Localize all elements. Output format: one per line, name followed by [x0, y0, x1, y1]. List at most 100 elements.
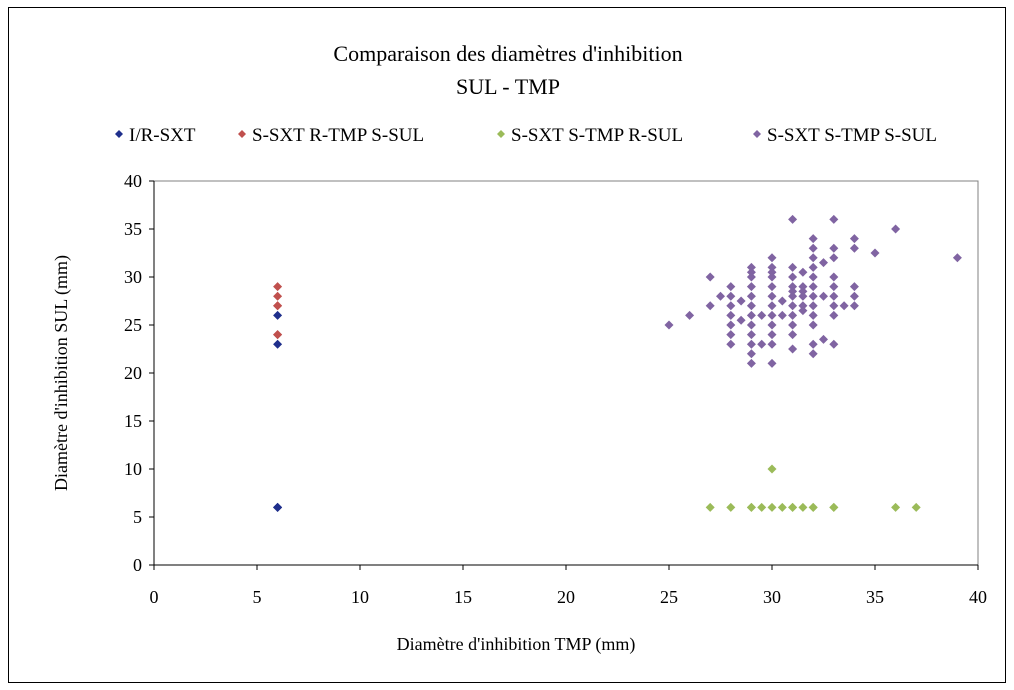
data-point-4	[767, 330, 777, 340]
data-point-4	[788, 301, 798, 311]
data-point-4	[849, 282, 859, 292]
data-point-4	[808, 301, 818, 311]
data-point-4	[726, 320, 736, 330]
data-point-4	[798, 306, 808, 316]
data-point-4	[849, 291, 859, 301]
data-point-4	[808, 310, 818, 320]
data-point-4	[746, 282, 756, 292]
legend-label-3: S-SXT S-TMP R-SUL	[511, 125, 683, 146]
data-point-4	[798, 291, 808, 301]
y-tick-label: 40	[124, 171, 142, 191]
data-point-4	[788, 330, 798, 340]
data-point-4	[746, 267, 756, 277]
y-tick-label: 20	[124, 363, 142, 383]
data-point-4	[767, 291, 777, 301]
legend-label-2: S-SXT R-TMP S-SUL	[252, 125, 424, 146]
data-point-2	[273, 282, 283, 292]
y-tick-label: 10	[124, 459, 142, 479]
data-point-3	[777, 502, 787, 512]
data-point-2	[273, 330, 283, 340]
data-point-4	[777, 296, 787, 306]
data-point-4	[829, 243, 839, 253]
data-point-4	[736, 315, 746, 325]
data-point-4	[746, 272, 756, 282]
axis-ticks: 0 5 10 15 20 25 30 35 40 0 5 10 15 20 25 30 35 40	[124, 171, 987, 607]
data-point-4	[808, 320, 818, 330]
data-point-4	[746, 358, 756, 368]
legend-label-4: S-SXT S-TMP S-SUL	[767, 125, 937, 146]
data-point-4	[798, 267, 808, 277]
data-point-4	[788, 214, 798, 224]
data-point-4	[757, 339, 767, 349]
y-tick-label: 25	[124, 315, 142, 335]
x-tick-label: 10	[351, 587, 369, 607]
data-point-4	[757, 310, 767, 320]
x-tick-label: 25	[660, 587, 678, 607]
data-point-4	[808, 282, 818, 292]
y-axis-title: Diamètre d'inhibition SUL (mm)	[51, 255, 72, 491]
data-point-4	[788, 320, 798, 330]
data-point-4	[952, 253, 962, 263]
data-point-4	[808, 349, 818, 359]
data-point-3	[757, 502, 767, 512]
legend-label-1: I/R-SXT	[129, 125, 196, 146]
data-point-3	[767, 464, 777, 474]
data-point-4	[726, 339, 736, 349]
x-tick-label: 30	[763, 587, 781, 607]
x-tick-label: 5	[253, 587, 262, 607]
data-point-4	[849, 243, 859, 253]
legend-marker-2	[238, 130, 246, 138]
data-point-4	[808, 243, 818, 253]
data-point-4	[746, 349, 756, 359]
data-point-4	[808, 262, 818, 272]
data-point-3	[829, 502, 839, 512]
data-point-4	[726, 310, 736, 320]
data-point-4	[829, 253, 839, 263]
data-point-4	[767, 253, 777, 263]
data-point-1	[273, 502, 283, 512]
data-point-4	[746, 310, 756, 320]
data-point-3	[705, 502, 715, 512]
data-point-4	[746, 320, 756, 330]
data-point-3	[798, 502, 808, 512]
data-point-4	[870, 248, 880, 258]
legend-marker-1	[115, 130, 123, 138]
x-tick-label: 15	[454, 587, 472, 607]
data-point-4	[746, 330, 756, 340]
data-point-3	[808, 502, 818, 512]
data-point-4	[808, 253, 818, 263]
data-point-4	[798, 301, 808, 311]
data-point-4	[829, 291, 839, 301]
data-point-4	[746, 291, 756, 301]
data-point-4	[746, 262, 756, 272]
data-point-4	[829, 282, 839, 292]
data-point-4	[849, 301, 859, 311]
data-point-4	[746, 339, 756, 349]
data-point-4	[829, 301, 839, 311]
data-point-4	[819, 258, 828, 268]
data-point-1	[273, 310, 283, 320]
data-point-2	[273, 301, 283, 311]
data-point-4	[819, 291, 828, 301]
x-tick-label: 20	[557, 587, 575, 607]
data-point-4	[767, 301, 777, 311]
data-point-4	[829, 214, 839, 224]
data-point-4	[808, 291, 818, 301]
data-point-4	[777, 310, 787, 320]
data-point-4	[798, 282, 808, 292]
data-point-4	[736, 296, 746, 306]
data-point-4	[819, 334, 828, 344]
data-point-4	[788, 291, 798, 301]
data-point-4	[767, 272, 777, 282]
data-point-4	[849, 234, 859, 244]
legend-marker-3	[497, 130, 505, 138]
x-tick-label: 40	[969, 587, 987, 607]
y-tick-label: 15	[124, 411, 142, 431]
data-point-4	[808, 339, 818, 349]
data-point-4	[767, 267, 777, 277]
legend: I/R-SXT S-SXT R-TMP S-SUL S-SXT S-TMP R-SU…	[115, 125, 937, 146]
data-point-3	[788, 502, 798, 512]
data-point-4	[705, 301, 715, 311]
data-point-4	[726, 301, 736, 311]
